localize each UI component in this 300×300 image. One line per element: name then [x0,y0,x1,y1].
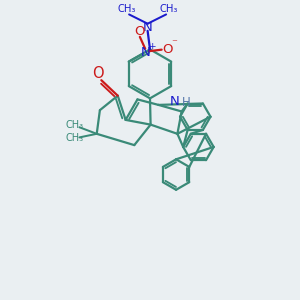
Text: O: O [134,25,145,38]
Text: CH₃: CH₃ [65,133,83,143]
Text: CH₃: CH₃ [65,120,83,130]
Text: +: + [148,42,155,51]
Text: CH₃: CH₃ [118,4,136,14]
Text: N: N [140,46,150,59]
Text: CH₃: CH₃ [160,4,178,14]
Text: O: O [92,66,103,81]
Text: ⁻: ⁻ [172,38,177,48]
Text: O: O [162,43,172,56]
Text: H: H [182,96,191,109]
Text: N: N [170,95,180,108]
Text: N: N [143,21,152,34]
